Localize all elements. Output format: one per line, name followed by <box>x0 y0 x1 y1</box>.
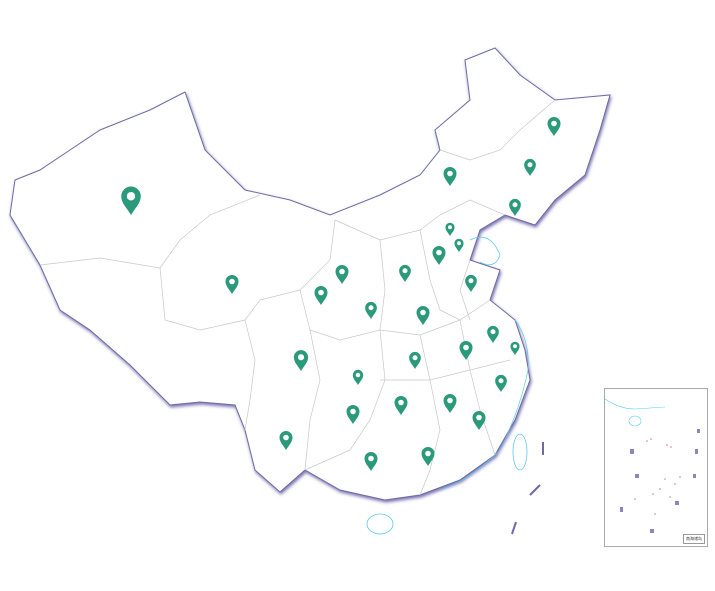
map-pin-icon[interactable] <box>421 447 435 466</box>
water-features <box>439 236 529 491</box>
south-sea-dashes <box>511 442 544 535</box>
markers-layer <box>121 117 561 471</box>
map-pin-icon[interactable] <box>432 246 446 265</box>
map-pin-icon[interactable] <box>524 158 536 176</box>
map-pin-icon[interactable] <box>364 452 378 471</box>
map-pin-icon[interactable] <box>225 275 239 294</box>
map-pin-icon[interactable] <box>409 351 421 369</box>
taiwan-island <box>512 433 528 471</box>
map-pin-icon[interactable] <box>121 186 141 216</box>
map-pin-icon[interactable] <box>335 265 349 284</box>
map-pin-icon[interactable] <box>445 222 455 236</box>
map-pin-icon[interactable] <box>365 301 377 319</box>
map-pin-icon[interactable] <box>293 350 309 371</box>
map-pin-icon[interactable] <box>487 325 499 343</box>
south-china-sea-inset: 南海诸岛 <box>604 388 708 547</box>
map-pin-icon[interactable] <box>346 405 360 424</box>
map-pin-icon[interactable] <box>443 394 457 413</box>
hainan-island <box>366 513 394 535</box>
map-pin-icon[interactable] <box>352 369 364 385</box>
map-pin-icon[interactable] <box>279 431 293 450</box>
map-pin-icon[interactable] <box>495 374 507 392</box>
map-pin-icon[interactable] <box>399 264 411 282</box>
inset-map <box>604 398 700 533</box>
map-pin-icon[interactable] <box>510 341 520 355</box>
province-borders <box>39 99 556 496</box>
map-pin-icon[interactable] <box>465 274 477 292</box>
map-pin-icon[interactable] <box>314 286 328 305</box>
map-pin-icon[interactable] <box>509 198 521 216</box>
map-pin-icon[interactable] <box>416 306 430 325</box>
china-outline <box>9 47 611 501</box>
map-pin-icon[interactable] <box>454 238 464 252</box>
map-pin-icon[interactable] <box>443 167 457 186</box>
map-pin-icon[interactable] <box>394 396 408 415</box>
map-pin-icon[interactable] <box>459 341 473 360</box>
inset-label: 南海诸岛 <box>683 534 705 544</box>
map-pin-icon[interactable] <box>547 117 561 136</box>
map-pin-icon[interactable] <box>472 411 486 430</box>
